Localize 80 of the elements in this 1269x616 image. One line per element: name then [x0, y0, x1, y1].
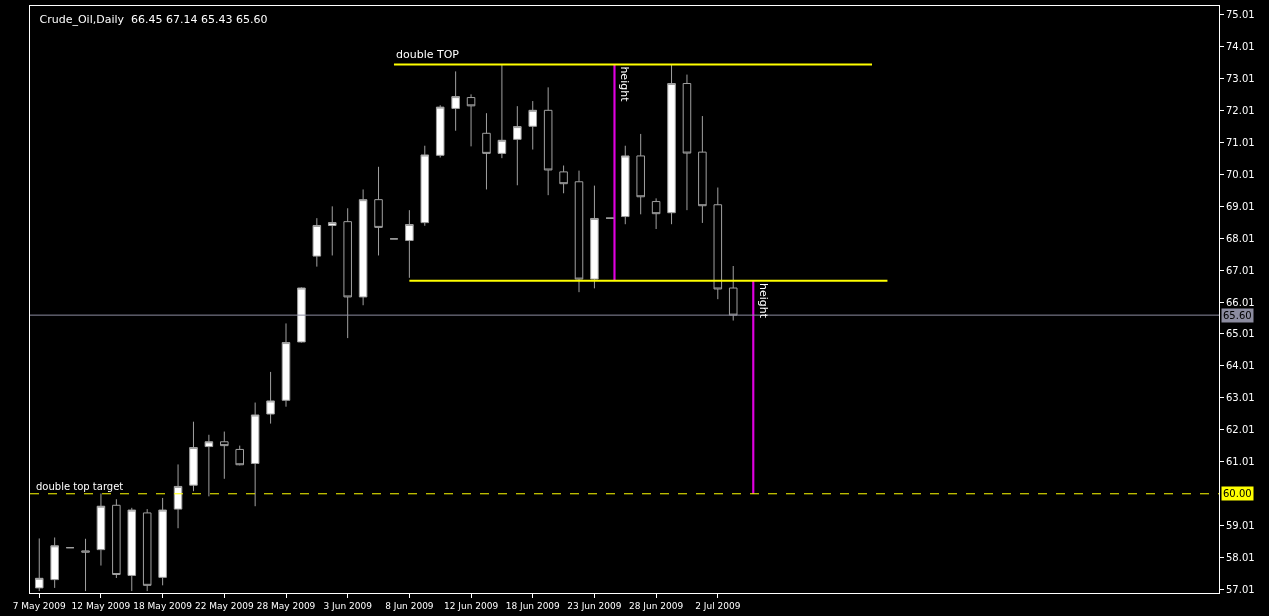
candlestick [435, 104, 445, 159]
candlestick [250, 402, 260, 507]
candlestick [142, 508, 152, 592]
candlestick [728, 265, 738, 322]
text: Crude_Oil,Daily 66.45 67.14 65.43 65.60 [39, 13, 268, 27]
candlestick [358, 188, 368, 306]
candlestick [497, 63, 507, 159]
x-tick-label: 12 May 2009 [71, 600, 131, 611]
candlestick [112, 498, 121, 579]
x-tick-label: 12 Jun 2009 [443, 600, 499, 611]
candlestick [682, 74, 692, 211]
candlestick [312, 217, 322, 268]
y-tick-label: 58.01 [1226, 551, 1255, 563]
annotation: 65.60 [1223, 310, 1252, 321]
x-tick-label: 18 May 2009 [133, 600, 193, 611]
x-tick-label: 7 May 2009 [12, 600, 66, 611]
candlestick [713, 187, 723, 300]
candlestick [343, 207, 352, 339]
y-tick-label: 73.01 [1226, 73, 1255, 85]
candlestick [466, 93, 476, 147]
candlestick [620, 145, 630, 225]
y-tick-label: 70.01 [1226, 168, 1255, 180]
y-tick-label: 65.01 [1226, 328, 1255, 340]
annotation: 60.00 [1223, 488, 1252, 499]
candlestick [374, 166, 383, 256]
candlestick [405, 209, 414, 279]
candlestick [651, 197, 661, 230]
text: height [757, 282, 771, 319]
candlestick [281, 322, 291, 408]
candlestick [528, 100, 538, 151]
candlestick [574, 170, 584, 293]
candlestick [543, 86, 553, 196]
candlestick [127, 507, 137, 592]
y-tick-label: 74.01 [1226, 41, 1255, 53]
candlestick [698, 115, 707, 224]
candlestick [420, 145, 430, 227]
candlestick [96, 492, 106, 567]
candlestick [34, 537, 44, 592]
candlestick [189, 421, 198, 492]
y-tick-label: 68.01 [1226, 232, 1255, 244]
candlestick [636, 133, 645, 215]
y-tick-label: 69.01 [1226, 200, 1255, 212]
y-tick-label: 62.01 [1226, 424, 1255, 436]
x-tick-label: 3 Jun 2009 [323, 600, 373, 611]
x-tick-label: 23 Jun 2009 [567, 600, 622, 611]
y-tick-label: 64.01 [1226, 360, 1255, 372]
text: height [618, 66, 632, 103]
x-tick-label: 2 Jul 2009 [695, 600, 741, 611]
y-tick-label: 71.01 [1226, 137, 1255, 149]
y-tick-label: 67.01 [1226, 264, 1255, 276]
candlestick [266, 371, 275, 425]
candlestick [513, 105, 522, 186]
y-tick-label: 63.01 [1226, 392, 1255, 404]
candlestick [158, 497, 167, 586]
y-tick-label: 75.01 [1226, 9, 1255, 21]
candlestick [50, 536, 59, 589]
candlestick [235, 445, 245, 466]
ref-line-label: double top target [36, 481, 124, 492]
candlestick [173, 463, 183, 529]
y-tick-label: 66.01 [1226, 296, 1255, 308]
series-label: double TOP [396, 48, 460, 61]
y-tick-label: 57.01 [1226, 583, 1255, 595]
x-tick-label: 8 Jun 2009 [385, 600, 434, 611]
candlestick [220, 431, 229, 480]
x-tick-label: 18 Jun 2009 [505, 600, 561, 611]
candlestick [297, 286, 306, 344]
y-tick-label: 72.01 [1226, 105, 1255, 117]
candlestick [590, 185, 599, 289]
candlestick [482, 112, 491, 190]
candlestick [559, 165, 568, 194]
candlestick [204, 434, 214, 497]
candlestick [451, 70, 460, 132]
y-tick-label: 61.01 [1226, 456, 1255, 468]
candlestick [327, 205, 337, 256]
x-tick-label: 28 May 2009 [256, 600, 316, 611]
candlestick [667, 63, 676, 225]
y-tick-label: 59.01 [1226, 519, 1255, 531]
x-tick-label: 22 May 2009 [194, 600, 254, 611]
candlestick [81, 538, 90, 592]
x-tick-label: 28 Jun 2009 [629, 600, 684, 611]
